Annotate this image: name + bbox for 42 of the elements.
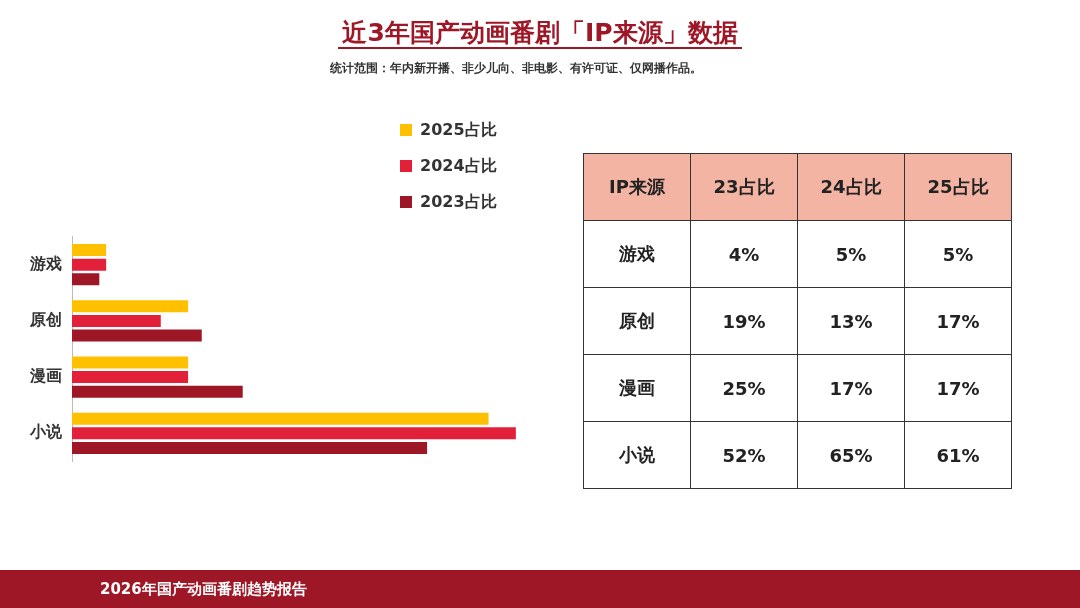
- text: 2026年国产动画番剧趋势报告: [100, 580, 307, 599]
- y-tick-label: 原创: [29, 310, 62, 330]
- data-label: 52%: [690, 421, 798, 489]
- category-label: 原创: [619, 310, 655, 331]
- data-label: 65%: [797, 421, 905, 489]
- bar: [72, 300, 189, 313]
- text: 24占比: [797, 153, 905, 221]
- data-label: 17%: [797, 354, 905, 422]
- y-tick-label: 小说: [29, 422, 63, 442]
- legend-label: 2023占比: [420, 191, 497, 213]
- bar: [72, 273, 100, 286]
- category-label: 游戏: [619, 243, 655, 264]
- bar: [72, 371, 189, 384]
- data-label: 5%: [904, 220, 1012, 288]
- y-tick-label: 游戏: [29, 253, 62, 273]
- bar: [72, 412, 489, 425]
- bar: [72, 258, 107, 271]
- category-label: 漫画: [619, 377, 655, 398]
- data-label: 17%: [904, 287, 1012, 355]
- legend-label: 2024占比: [420, 155, 497, 177]
- bar: [72, 244, 107, 257]
- category-label: 小说: [619, 444, 655, 465]
- bar: [72, 356, 189, 369]
- bar: [72, 427, 516, 440]
- bar: [72, 441, 428, 454]
- data-label: 13%: [797, 287, 905, 355]
- bar: [72, 329, 202, 342]
- y-tick-label: 漫画: [29, 366, 62, 386]
- legend-label: 2025占比: [420, 119, 497, 141]
- text: 23占比: [690, 153, 798, 221]
- data-label: 4%: [690, 220, 798, 288]
- text: 25占比: [904, 153, 1012, 221]
- data-label: 19%: [690, 287, 798, 355]
- data-label: 5%: [797, 220, 905, 288]
- data-label: 17%: [904, 354, 1012, 422]
- data-label: 25%: [690, 354, 798, 422]
- bar: [72, 314, 161, 327]
- chart-subtitle: 统计范围：年内新开播、非少儿向、非电影、有许可证、仅网播作品。: [330, 60, 702, 77]
- chart-title: 近3年国产动画番剧「IP来源」数据: [338, 18, 742, 49]
- data-label: 61%: [904, 421, 1012, 489]
- text: IP来源: [583, 153, 691, 221]
- bar: [72, 385, 243, 398]
